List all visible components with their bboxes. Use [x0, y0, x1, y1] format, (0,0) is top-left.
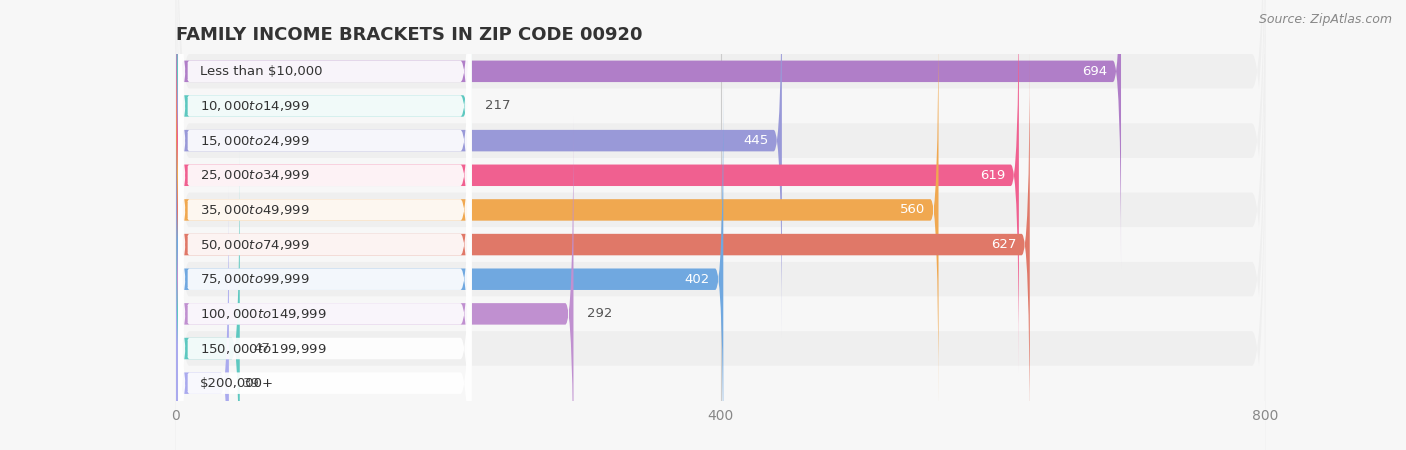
Text: $150,000 to $199,999: $150,000 to $199,999: [200, 342, 326, 356]
Text: FAMILY INCOME BRACKETS IN ZIP CODE 00920: FAMILY INCOME BRACKETS IN ZIP CODE 00920: [176, 26, 643, 44]
FancyBboxPatch shape: [176, 0, 782, 338]
FancyBboxPatch shape: [176, 186, 229, 450]
Text: $75,000 to $99,999: $75,000 to $99,999: [200, 272, 309, 286]
FancyBboxPatch shape: [176, 0, 1121, 269]
Text: $35,000 to $49,999: $35,000 to $49,999: [200, 203, 309, 217]
Text: $200,000+: $200,000+: [200, 377, 274, 390]
FancyBboxPatch shape: [176, 0, 1265, 450]
FancyBboxPatch shape: [179, 47, 471, 450]
FancyBboxPatch shape: [176, 47, 1029, 442]
Text: 47: 47: [253, 342, 270, 355]
FancyBboxPatch shape: [179, 0, 471, 442]
FancyBboxPatch shape: [176, 0, 1265, 400]
Text: 292: 292: [588, 307, 613, 320]
Text: 694: 694: [1083, 65, 1108, 78]
FancyBboxPatch shape: [179, 0, 471, 373]
Text: Source: ZipAtlas.com: Source: ZipAtlas.com: [1258, 14, 1392, 27]
Text: 560: 560: [900, 203, 925, 216]
FancyBboxPatch shape: [176, 0, 1265, 435]
FancyBboxPatch shape: [179, 0, 471, 338]
FancyBboxPatch shape: [179, 0, 471, 450]
FancyBboxPatch shape: [179, 117, 471, 450]
FancyBboxPatch shape: [176, 54, 1265, 450]
Text: $100,000 to $149,999: $100,000 to $149,999: [200, 307, 326, 321]
Text: 217: 217: [485, 99, 510, 112]
FancyBboxPatch shape: [179, 13, 471, 450]
FancyBboxPatch shape: [176, 13, 939, 407]
Text: $15,000 to $24,999: $15,000 to $24,999: [200, 134, 309, 148]
Text: $50,000 to $74,999: $50,000 to $74,999: [200, 238, 309, 252]
Text: $25,000 to $34,999: $25,000 to $34,999: [200, 168, 309, 182]
FancyBboxPatch shape: [176, 82, 723, 450]
Text: $10,000 to $14,999: $10,000 to $14,999: [200, 99, 309, 113]
FancyBboxPatch shape: [176, 0, 1265, 450]
Text: 619: 619: [980, 169, 1005, 182]
Text: 445: 445: [742, 134, 768, 147]
FancyBboxPatch shape: [179, 0, 471, 450]
FancyBboxPatch shape: [176, 0, 1265, 450]
FancyBboxPatch shape: [176, 151, 240, 450]
FancyBboxPatch shape: [179, 82, 471, 450]
FancyBboxPatch shape: [176, 117, 574, 450]
Text: 627: 627: [991, 238, 1017, 251]
Text: 39: 39: [242, 377, 259, 390]
FancyBboxPatch shape: [176, 0, 1265, 450]
FancyBboxPatch shape: [176, 0, 1265, 450]
FancyBboxPatch shape: [176, 19, 1265, 450]
Text: Less than $10,000: Less than $10,000: [200, 65, 323, 78]
FancyBboxPatch shape: [176, 0, 1265, 450]
FancyBboxPatch shape: [176, 0, 1019, 373]
FancyBboxPatch shape: [176, 0, 471, 303]
Text: 402: 402: [685, 273, 710, 286]
FancyBboxPatch shape: [179, 0, 471, 407]
